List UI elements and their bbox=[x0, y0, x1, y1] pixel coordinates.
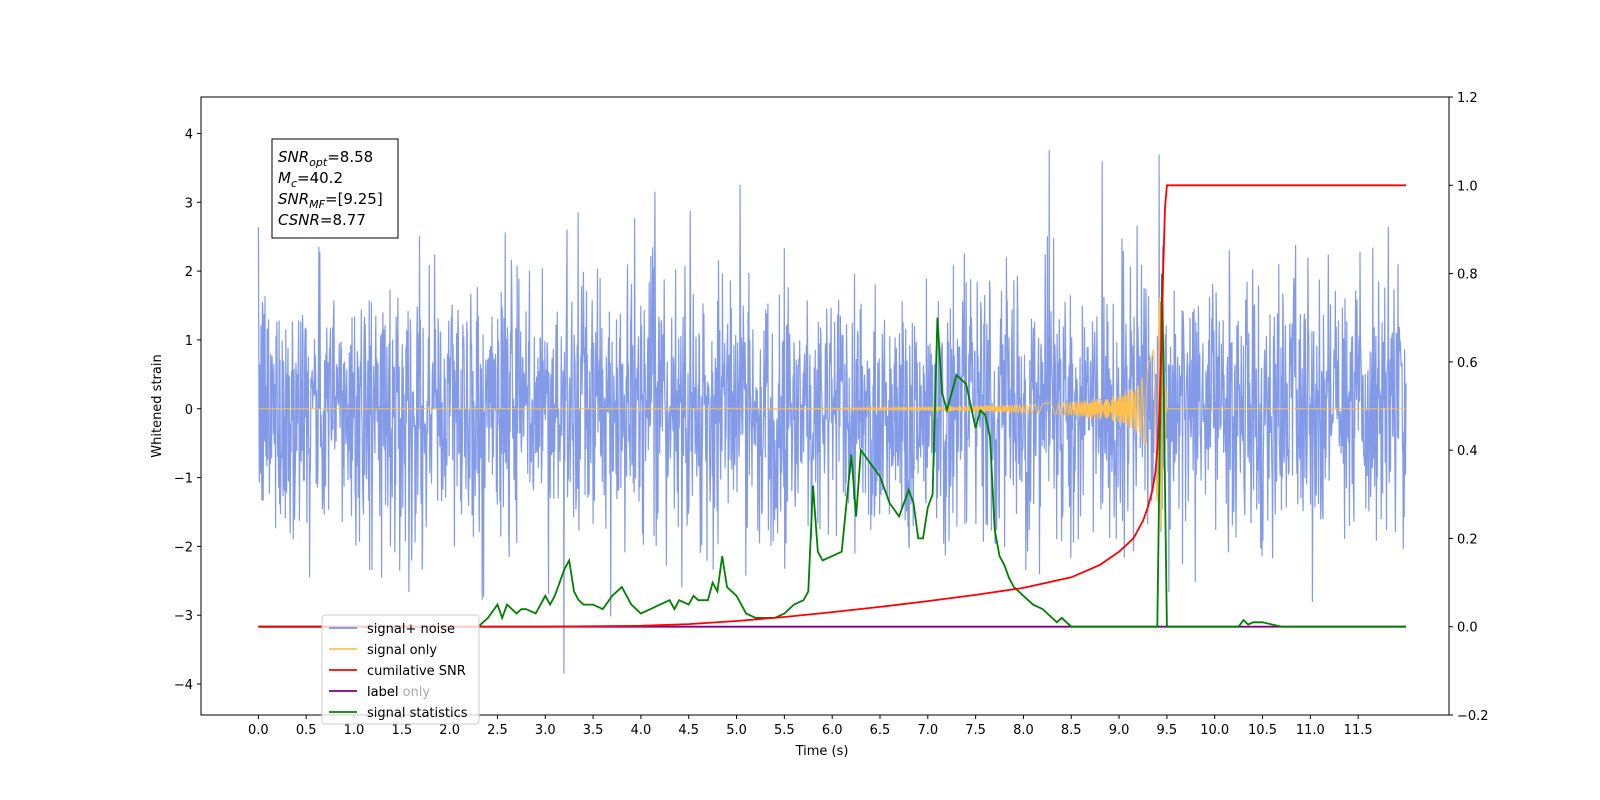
x-tick-label: 4.0 bbox=[631, 723, 652, 738]
y-tick-label: 0 bbox=[185, 403, 193, 418]
x-tick-label: 11.0 bbox=[1296, 723, 1325, 738]
y-tick-label: −4 bbox=[174, 678, 193, 693]
y2-tick-label: 0.6 bbox=[1457, 356, 1478, 371]
y2-tick-label: 1.0 bbox=[1457, 179, 1478, 194]
y2-tick-label: 1.2 bbox=[1457, 91, 1478, 106]
x-tick-label: 10.0 bbox=[1200, 723, 1229, 738]
x-axis-label: Time (s) bbox=[795, 744, 849, 759]
x-tick-label: 10.5 bbox=[1248, 723, 1277, 738]
x-tick-label: 3.5 bbox=[583, 723, 604, 738]
annotation-line: SNRopt=8.58 bbox=[278, 148, 373, 169]
x-tick-label: 4.5 bbox=[678, 723, 699, 738]
legend-label: signal statistics bbox=[367, 706, 468, 721]
y-tick-label: −1 bbox=[174, 472, 193, 487]
x-tick-label: 5.0 bbox=[726, 723, 747, 738]
y2-tick-label: 0.8 bbox=[1457, 268, 1478, 283]
y2-tick-label: 0.2 bbox=[1457, 532, 1478, 547]
legend-label: signal only bbox=[367, 643, 437, 658]
x-tick-label: 6.5 bbox=[870, 723, 891, 738]
y-tick-label: 3 bbox=[185, 196, 193, 211]
legend-label: signal+ noise bbox=[367, 622, 455, 637]
annotation-line: SNRMF=[9.25] bbox=[278, 190, 383, 211]
y-axis-label: Whitened strain bbox=[150, 354, 165, 457]
y-tick-label: 2 bbox=[185, 265, 193, 280]
x-axis-ticks: 0.0 0.5 1.0 1.5 2.0 2.5 3.0 3.5 4.0 4.5 5.0 5.5 6.0 6… bbox=[248, 715, 1373, 738]
x-tick-label: 0.5 bbox=[296, 723, 317, 738]
legend-label: cumilative SNR bbox=[367, 664, 466, 679]
legend: label only signal+ noise signal only cumila… bbox=[321, 614, 480, 725]
annotation-line: Mc=40.2 bbox=[278, 169, 343, 190]
x-tick-label: 9.0 bbox=[1109, 723, 1130, 738]
series-signal-statistics-line bbox=[258, 273, 1406, 628]
x-tick-label: 8.5 bbox=[1061, 723, 1082, 738]
x-tick-label: 6.0 bbox=[822, 723, 843, 738]
y2-tick-label: −0.2 bbox=[1457, 709, 1489, 724]
y-axis-ticks: 4 3 2 1 0 −1 −2 −3 −4 bbox=[174, 127, 201, 693]
x-tick-label: 2.5 bbox=[487, 723, 508, 738]
x-tick-label: 7.0 bbox=[917, 723, 938, 738]
legend-hidden-label: label only bbox=[367, 685, 430, 700]
y-tick-label: −2 bbox=[174, 540, 193, 555]
y2-tick-label: 0.0 bbox=[1457, 621, 1478, 636]
x-tick-label: 1.5 bbox=[391, 723, 412, 738]
y-tick-label: −3 bbox=[174, 609, 193, 624]
x-tick-label: 2.0 bbox=[439, 723, 460, 738]
y-tick-label: 4 bbox=[185, 127, 193, 142]
x-tick-label: 5.5 bbox=[774, 723, 795, 738]
annotation-frame bbox=[271, 138, 399, 239]
series-cumulative-snr-line bbox=[258, 184, 1406, 628]
y2-tick-label: 0.4 bbox=[1457, 444, 1478, 459]
x-tick-label: 3.0 bbox=[535, 723, 556, 738]
x-tick-label: 8.0 bbox=[1013, 723, 1034, 738]
x-tick-label: 9.5 bbox=[1157, 723, 1178, 738]
legend-frame bbox=[321, 614, 480, 725]
y2-axis-ticks: 1.2 1.0 0.8 0.6 0.4 0.2 0.0 −0.2 bbox=[1449, 91, 1489, 724]
x-tick-label: 7.5 bbox=[965, 723, 986, 738]
x-tick-label: 0.0 bbox=[248, 723, 269, 738]
x-tick-label: 11.5 bbox=[1344, 723, 1373, 738]
x-tick-label: 1.0 bbox=[344, 723, 365, 738]
series-signal-noise-line bbox=[257, 150, 1407, 674]
legend-label: label bbox=[367, 685, 398, 700]
series-signal-only-line bbox=[258, 296, 1406, 531]
plot-frame bbox=[200, 96, 1450, 716]
y-tick-label: 1 bbox=[185, 334, 193, 349]
annotation-line: CSNR=8.77 bbox=[278, 211, 366, 229]
